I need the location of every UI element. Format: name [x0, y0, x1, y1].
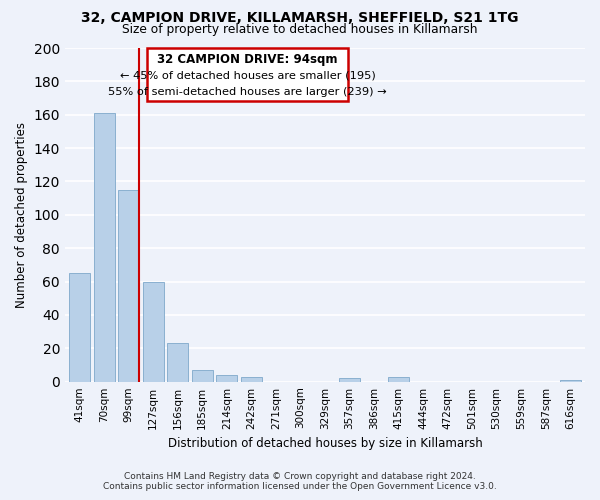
- Bar: [339, 378, 360, 382]
- Text: 55% of semi-detached houses are larger (239) →: 55% of semi-detached houses are larger (…: [109, 87, 387, 97]
- Bar: [192, 370, 213, 382]
- Text: 32 CAMPION DRIVE: 94sqm: 32 CAMPION DRIVE: 94sqm: [157, 53, 338, 66]
- Bar: [143, 282, 164, 382]
- Bar: [94, 113, 115, 382]
- Bar: [217, 375, 237, 382]
- X-axis label: Distribution of detached houses by size in Killamarsh: Distribution of detached houses by size …: [167, 437, 482, 450]
- Text: Size of property relative to detached houses in Killamarsh: Size of property relative to detached ho…: [122, 24, 478, 36]
- Bar: [118, 190, 139, 382]
- Bar: [167, 344, 188, 382]
- Text: ← 45% of detached houses are smaller (195): ← 45% of detached houses are smaller (19…: [120, 70, 376, 81]
- Bar: [241, 376, 262, 382]
- FancyBboxPatch shape: [147, 48, 348, 102]
- Text: 32, CAMPION DRIVE, KILLAMARSH, SHEFFIELD, S21 1TG: 32, CAMPION DRIVE, KILLAMARSH, SHEFFIELD…: [81, 12, 519, 26]
- Bar: [69, 273, 90, 382]
- Bar: [560, 380, 581, 382]
- Y-axis label: Number of detached properties: Number of detached properties: [15, 122, 28, 308]
- Text: Contains HM Land Registry data © Crown copyright and database right 2024.
Contai: Contains HM Land Registry data © Crown c…: [103, 472, 497, 491]
- Bar: [388, 376, 409, 382]
